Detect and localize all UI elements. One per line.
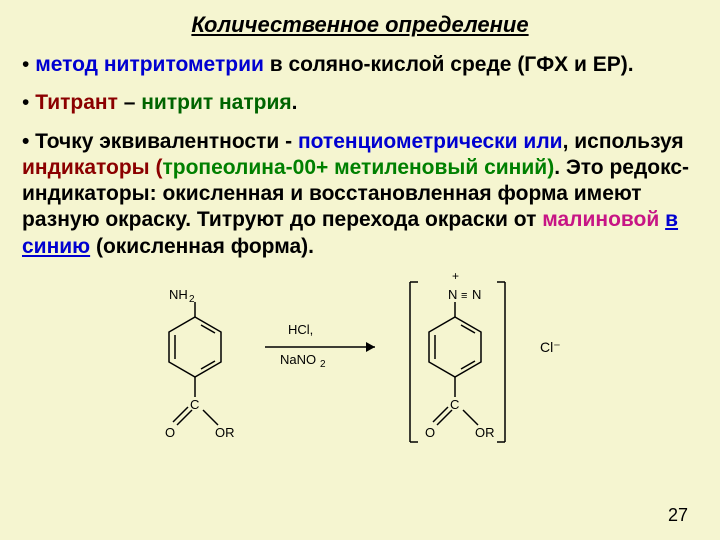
line-titrant: • Титрант – нитрит натрия. <box>22 90 698 116</box>
svg-text:N: N <box>472 287 481 302</box>
p12: (окисленная форма). <box>90 235 314 258</box>
p4: индикаторы <box>22 156 150 179</box>
p3: , используя <box>563 130 684 153</box>
svg-text:2: 2 <box>189 294 195 305</box>
method-desc: в соляно-кислой среде (ГФХ и ЕР). <box>264 53 634 76</box>
svg-text:≡: ≡ <box>461 290 467 302</box>
reaction-svg: NH 2 C O OR HCl, NaNO 2 <box>80 272 640 447</box>
p5: ( <box>150 156 163 179</box>
p6: тропеолина-00+ метиленовый синий) <box>162 156 554 179</box>
line-nitritometry: • метод нитритометрии в соляно-кислой ср… <box>22 52 698 78</box>
svg-text:+: + <box>452 272 459 283</box>
page-number: 27 <box>668 505 688 526</box>
dot: . <box>292 91 298 114</box>
title: Количественное определение <box>22 12 698 38</box>
svg-text:NH: NH <box>169 287 188 302</box>
svg-text:OR: OR <box>215 425 235 440</box>
bullet-dot: • <box>22 91 35 114</box>
svg-text:2: 2 <box>320 359 326 370</box>
svg-text:O: O <box>165 425 175 440</box>
p1: • Точку эквивалентности - <box>22 130 298 153</box>
svg-text:HCl,: HCl, <box>288 322 313 337</box>
method-name: метод нитритометрии <box>35 53 264 76</box>
p2: потенциометрически или <box>298 130 563 153</box>
svg-text:NaNO: NaNO <box>280 352 316 367</box>
svg-text:N: N <box>448 287 457 302</box>
chemical-scheme: NH 2 C O OR HCl, NaNO 2 <box>80 272 640 447</box>
para-equivalence: • Точку эквивалентности - потенциометрич… <box>22 129 698 260</box>
dash: – <box>118 91 141 114</box>
svg-text:O: O <box>425 425 435 440</box>
titrant-value: нитрит натрия <box>141 91 291 114</box>
p9: малиновой <box>542 208 659 231</box>
svg-text:Cl⁻: Cl⁻ <box>540 339 561 355</box>
svg-text:OR: OR <box>475 425 495 440</box>
p8: Титруют до перехода окраски от <box>197 208 542 231</box>
titrant-word: Титрант <box>35 91 118 114</box>
bullet-dot: • <box>22 53 35 76</box>
